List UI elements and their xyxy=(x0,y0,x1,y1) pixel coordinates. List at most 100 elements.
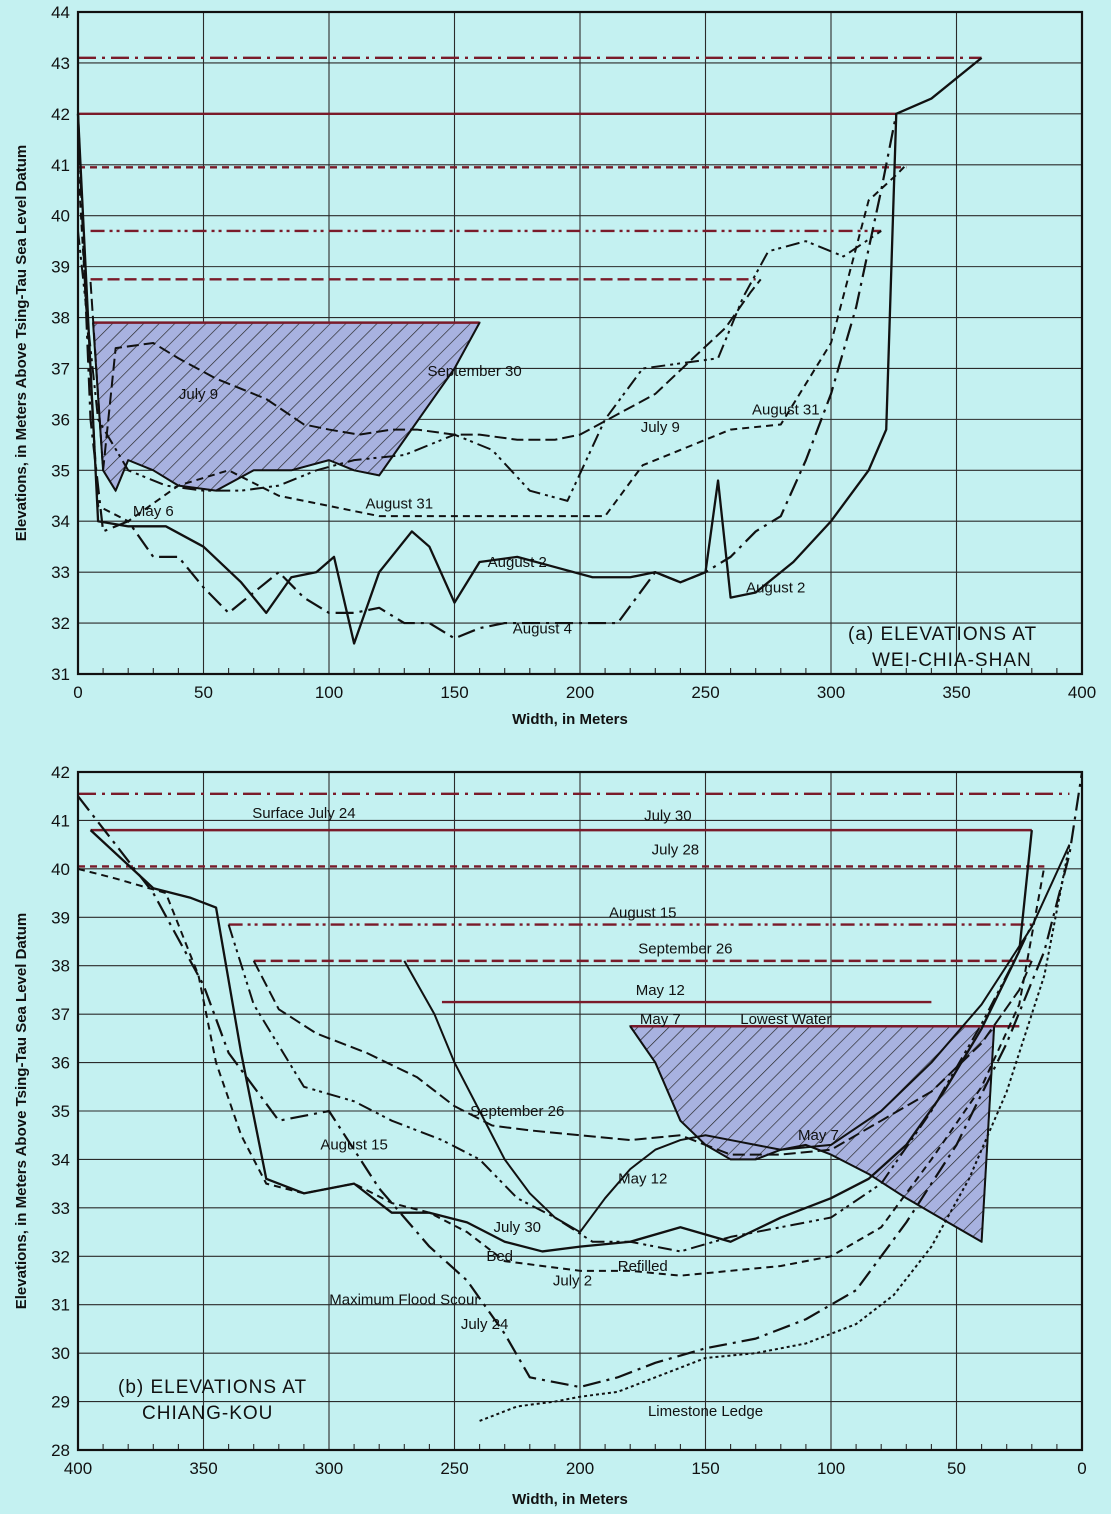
p1-x-axis-label: Width, in Meters xyxy=(512,1491,628,1508)
p1-curve-label-refilled: Refilled xyxy=(618,1258,668,1275)
p0-x-tick-label: 50 xyxy=(194,683,213,702)
p1-curve-label-may-7: May 7 xyxy=(640,1011,681,1028)
p0-series-july-9-4 xyxy=(89,278,762,472)
p1-x-tick-label: 350 xyxy=(189,1459,217,1478)
p1-x-tick-label: 200 xyxy=(566,1459,594,1478)
p1-curve-label-may-12: May 12 xyxy=(618,1171,667,1188)
panel-a-wei-chia-shan: 31 32 33 34 35 36 37 38 39 40 41 42 43 44 0 50 100 150 200… xyxy=(13,3,1096,728)
p0-x-axis-label: Width, in Meters xyxy=(512,711,628,728)
p1-y-axis-label: Elevations, in Meters Above Tsing-Tau Se… xyxy=(13,913,30,1310)
p0-frame xyxy=(76,10,1084,676)
p0-series xyxy=(76,56,983,645)
p1-curve-label-limestone-ledge: Limestone Ledge xyxy=(648,1403,763,1420)
p0-series-may-6-5 xyxy=(92,322,481,492)
p1-panel-title-line1: (b) ELEVATIONS AT xyxy=(118,1377,307,1398)
p0-y-tick-label: 40 xyxy=(51,207,70,226)
p0-y-tick-label: 41 xyxy=(51,156,70,175)
p1-y-tick-label: 32 xyxy=(51,1247,70,1266)
p0-curve-label-august-2: August 2 xyxy=(746,580,805,597)
p1-series-limestone-ledge-7 xyxy=(479,844,1071,1422)
p0-curve-label-july-9: July 9 xyxy=(641,419,680,436)
p1-series-july-24-0 xyxy=(77,771,1084,1389)
p1-x-tick-label: 50 xyxy=(947,1459,966,1478)
p1-series-july-30-1 xyxy=(89,829,1033,1253)
p0-series-august-4-0 xyxy=(76,113,898,640)
p1-frame xyxy=(76,770,1084,1452)
p1-y-tick-label: 41 xyxy=(51,811,70,830)
p0-y-tick-label: 33 xyxy=(51,563,70,582)
p1-curve-label-may-7: May 7 xyxy=(798,1127,839,1144)
p1-y-tick-label: 33 xyxy=(51,1199,70,1218)
p0-x-tick-label: 100 xyxy=(315,683,343,702)
p0-y-tick-label: 32 xyxy=(51,614,70,633)
p1-panel-title-line2: CHIANG-KOU xyxy=(142,1403,273,1424)
p1-y-tick-label: 39 xyxy=(51,908,70,927)
p1-curve-label-july-30: July 30 xyxy=(493,1219,541,1236)
p1-x-tick-label: 400 xyxy=(64,1459,92,1478)
p0-y-tick-label: 36 xyxy=(51,410,70,429)
p1-curve-label-lowest-water: Lowest Water xyxy=(740,1011,831,1028)
p1-curve-label-july-30: July 30 xyxy=(644,807,692,824)
p1-y-tick-label: 42 xyxy=(51,763,70,782)
panel-b-chiang-kou: 28 29 30 31 32 33 34 35 36 37 38 39 40 41 42 400 350 300 2… xyxy=(13,763,1087,1508)
p0-curve-label-september-30: September 30 xyxy=(427,363,521,380)
p1-series-august-15-3 xyxy=(227,924,1033,1253)
p1-grid xyxy=(77,771,1083,1451)
p0-curve-label-august-31: August 31 xyxy=(365,496,433,513)
p1-y-tick-label: 29 xyxy=(51,1393,70,1412)
p1-y-tick-label: 34 xyxy=(51,1150,70,1169)
p0-series-august-2-1 xyxy=(76,56,983,645)
p1-curve-label-bed: Bed xyxy=(486,1248,513,1265)
p1-x-tick-label: 0 xyxy=(1077,1459,1086,1478)
p1-y-tick-label: 37 xyxy=(51,1005,70,1024)
p0-curve-label-may-6: May 6 xyxy=(133,503,174,520)
p0-x-tick-label: 300 xyxy=(817,683,845,702)
p0-y-axis-label: Elevations, in Meters Above Tsing-Tau Se… xyxy=(13,145,30,542)
p0-curve-label-august-31: August 31 xyxy=(752,401,820,418)
p0-x-tick-label: 150 xyxy=(440,683,468,702)
p1-series xyxy=(77,771,1084,1422)
p0-y-tick-label: 44 xyxy=(51,3,70,22)
p0-y-tick-label: 31 xyxy=(51,665,70,684)
p0-series-september-30-3 xyxy=(77,230,882,502)
p0-lowest-water-hatch xyxy=(92,321,481,493)
p0-curve-label-august-4: August 4 xyxy=(513,620,572,637)
p0-y-tick-label: 35 xyxy=(51,461,70,480)
p1-x-tick-label: 100 xyxy=(817,1459,845,1478)
p1-y-tick-label: 28 xyxy=(51,1441,70,1460)
p1-x-tick-label: 150 xyxy=(691,1459,719,1478)
p1-series-september-26-4 xyxy=(252,960,1033,1156)
p1-x-tick-label: 300 xyxy=(315,1459,343,1478)
p0-water-surfaces xyxy=(78,56,982,324)
p1-curve-label-surface-july-24: Surface July 24 xyxy=(252,805,355,822)
p0-y-tick-label: 37 xyxy=(51,359,70,378)
p1-curve-label-maximum-flood-scour: Maximum Flood Scour xyxy=(329,1292,479,1309)
p1-water-surfaces xyxy=(78,792,1070,1028)
p1-curve-label-july-28: July 28 xyxy=(652,841,700,858)
p1-curve-label-may-12: May 12 xyxy=(636,982,685,999)
p0-y-tick-label: 38 xyxy=(51,309,70,328)
p0-x-tick-label: 350 xyxy=(942,683,970,702)
p1-curve-label-august-15: August 15 xyxy=(320,1137,388,1154)
p1-curve-label-july-24: July 24 xyxy=(461,1316,509,1333)
p0-x-tick-label: 0 xyxy=(73,683,82,702)
p1-series-july-28-2 xyxy=(77,866,1046,1277)
p0-y-tick-label: 34 xyxy=(51,512,70,531)
p1-x-tick-label: 250 xyxy=(440,1459,468,1478)
p0-x-tick-label: 400 xyxy=(1068,683,1096,702)
p1-y-tick-label: 35 xyxy=(51,1102,70,1121)
p1-curve-label-august-15: August 15 xyxy=(609,904,677,921)
p0-series-august-31-2 xyxy=(77,164,908,523)
p1-y-tick-label: 30 xyxy=(51,1344,70,1363)
p0-curve-label-august-2: August 2 xyxy=(488,554,547,571)
p0-y-tick-label: 43 xyxy=(51,54,70,73)
p0-x-tick-label: 250 xyxy=(691,683,719,702)
p1-y-tick-label: 31 xyxy=(51,1296,70,1315)
p1-y-tick-label: 38 xyxy=(51,957,70,976)
p1-curve-label-september-26: September 26 xyxy=(470,1103,564,1120)
p0-panel-title-line2: WEI-CHIA-SHAN xyxy=(872,650,1032,671)
p0-y-tick-label: 42 xyxy=(51,105,70,124)
p0-curve-label-july-9: July 9 xyxy=(179,386,218,403)
